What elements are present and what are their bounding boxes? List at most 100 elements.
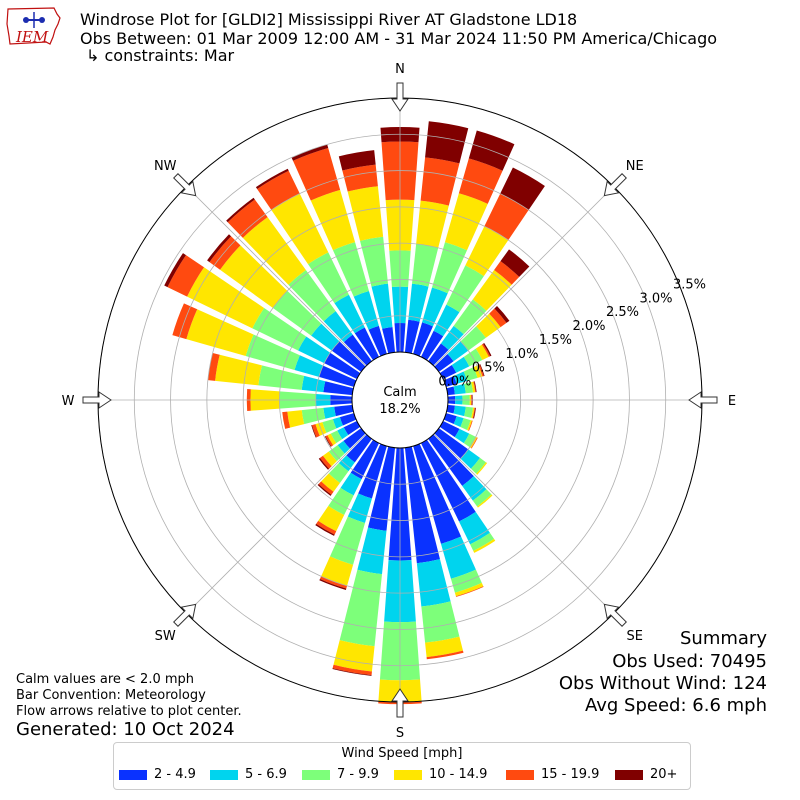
wind-bar-segment: [416, 559, 451, 607]
wind-bar-segment: [271, 193, 329, 265]
wind-bar-segment: [460, 418, 471, 430]
wind-bar-segment: [471, 407, 475, 419]
bar-convention-note: Bar Convention: Meteorology: [16, 688, 206, 703]
wind-bar-segment: [346, 434, 372, 463]
wind-bar-segment: [447, 341, 469, 362]
wind-bar-segment: [282, 411, 291, 429]
wind-bar-segment: [257, 170, 300, 211]
wind-bar-segment: [343, 428, 366, 449]
wind-bar-segment: [311, 323, 340, 351]
wind-bar-segment: [207, 234, 232, 263]
compass-label: N: [395, 62, 405, 77]
legend-item: 7 - 9.9: [302, 768, 379, 782]
radial-tick-label: 1.0%: [505, 347, 538, 362]
chart-subtitle-period: Obs Between: 01 Mar 2009 12:00 AM - 31 M…: [80, 29, 718, 48]
iem-logo: IEM: [6, 7, 61, 46]
axis-labels: N NE E SE S SW W NW 0.0%0.5%1.0%1.5%2.0%2.5%3.0%…: [62, 62, 737, 741]
wind-bar-segment: [477, 494, 493, 508]
wind-bar-segment: [318, 365, 357, 387]
wind-bar-segment: [331, 341, 366, 372]
compass-spoke: [186, 433, 367, 614]
compass-spoke: [433, 433, 614, 614]
wind-bar-segment: [412, 243, 439, 287]
legend-swatch: [210, 769, 238, 780]
wind-bar-segment: [332, 417, 343, 429]
legend-label: 10 - 14.9: [429, 767, 488, 782]
wind-bar-segment: [167, 255, 205, 297]
wind-bar-segment: [443, 375, 457, 387]
flow-arrows-note: Flow arrows relative to plot center.: [16, 704, 242, 719]
wind-bar-segment: [287, 410, 305, 428]
summary-obs-without-wind: Obs Without Wind: 124: [558, 673, 767, 694]
logo-text: IEM: [15, 28, 49, 46]
flow-arrow-icon: [603, 173, 627, 197]
wind-bar-segment: [425, 121, 469, 164]
compass-spoke: [433, 186, 614, 367]
legend-item: 20+: [615, 768, 677, 782]
legend-label: 7 - 9.9: [337, 767, 379, 782]
summary-avg-speed: Avg Speed: 6.6 mph: [585, 695, 767, 716]
wind-bar-segment: [242, 217, 306, 285]
legend-swatch: [615, 769, 643, 780]
radial-tick-label: 3.0%: [639, 291, 672, 306]
summary-title: Summary: [680, 628, 767, 649]
wind-bar-segment: [420, 157, 460, 206]
wind-bar-segment: [332, 664, 372, 676]
wind-bar-segment: [368, 325, 387, 357]
wind-bar-segment: [453, 371, 468, 384]
wind-bar-segment: [292, 147, 341, 201]
wind-bar-segment: [317, 483, 332, 496]
radial-tick-label: 0.5%: [472, 361, 505, 376]
wind-bar-segment: [446, 265, 484, 313]
wind-bar-segment: [311, 425, 317, 438]
wind-bar-segment: [433, 304, 460, 337]
wind-bar-segment: [339, 569, 383, 647]
compass-spokes: [98, 98, 702, 702]
wind-bar-segment: [494, 305, 510, 323]
wind-bar-segment: [338, 455, 355, 472]
wind-bar-segment: [469, 436, 478, 449]
wind-bar-segment: [164, 253, 186, 288]
wind-bar-segment: [319, 578, 347, 590]
legend-label: 2 - 4.9: [154, 767, 196, 782]
legend-item: 15 - 19.9: [506, 768, 599, 782]
radial-tick-label: 0.0%: [438, 375, 471, 390]
wind-bar-segment: [453, 405, 466, 417]
wind-bar-segment: [432, 242, 468, 294]
wind-bar-segment: [367, 446, 396, 531]
wind-bar-segment: [318, 457, 330, 470]
wind-bar-segment: [425, 636, 463, 658]
flow-arrows: [82, 82, 718, 718]
radial-tick-label: 2.0%: [572, 319, 605, 334]
wind-bar-segment: [328, 463, 349, 483]
wind-bar-segment: [323, 311, 353, 343]
wind-bar-segment: [294, 355, 324, 377]
calm-circle: [351, 351, 449, 449]
wind-bar-segment: [413, 322, 433, 357]
wind-bar-segment: [408, 283, 429, 322]
wind-bar-segment: [328, 445, 345, 462]
wind-bar-segment: [478, 364, 484, 377]
wind-bar-segment: [288, 269, 336, 322]
wind-bar-segment: [360, 236, 388, 287]
compass-label: W: [62, 394, 75, 409]
calm-value: 18.2%: [379, 402, 420, 417]
wind-bar-segment: [476, 462, 488, 475]
wind-bar-segment: [220, 245, 288, 309]
wind-bar-segment: [332, 668, 372, 676]
flow-arrow-icon: [391, 82, 409, 112]
wind-bar-segment: [311, 424, 320, 438]
wind-bar-segment: [455, 586, 484, 597]
wind-bar-segment: [472, 489, 492, 507]
wind-bar-segment: [460, 449, 481, 469]
legend-swatch: [302, 769, 330, 780]
wind-bar-segment: [334, 404, 354, 417]
wind-bar-segment: [319, 455, 332, 469]
wind-bar-segment: [322, 419, 337, 433]
wind-bar-segment: [245, 334, 300, 370]
wind-bar-segment: [255, 168, 289, 189]
legend-swatch: [394, 769, 422, 780]
wind-bar-segment: [227, 199, 268, 238]
wind-bar-segment: [323, 406, 336, 419]
wind-bar-segment: [467, 420, 472, 431]
